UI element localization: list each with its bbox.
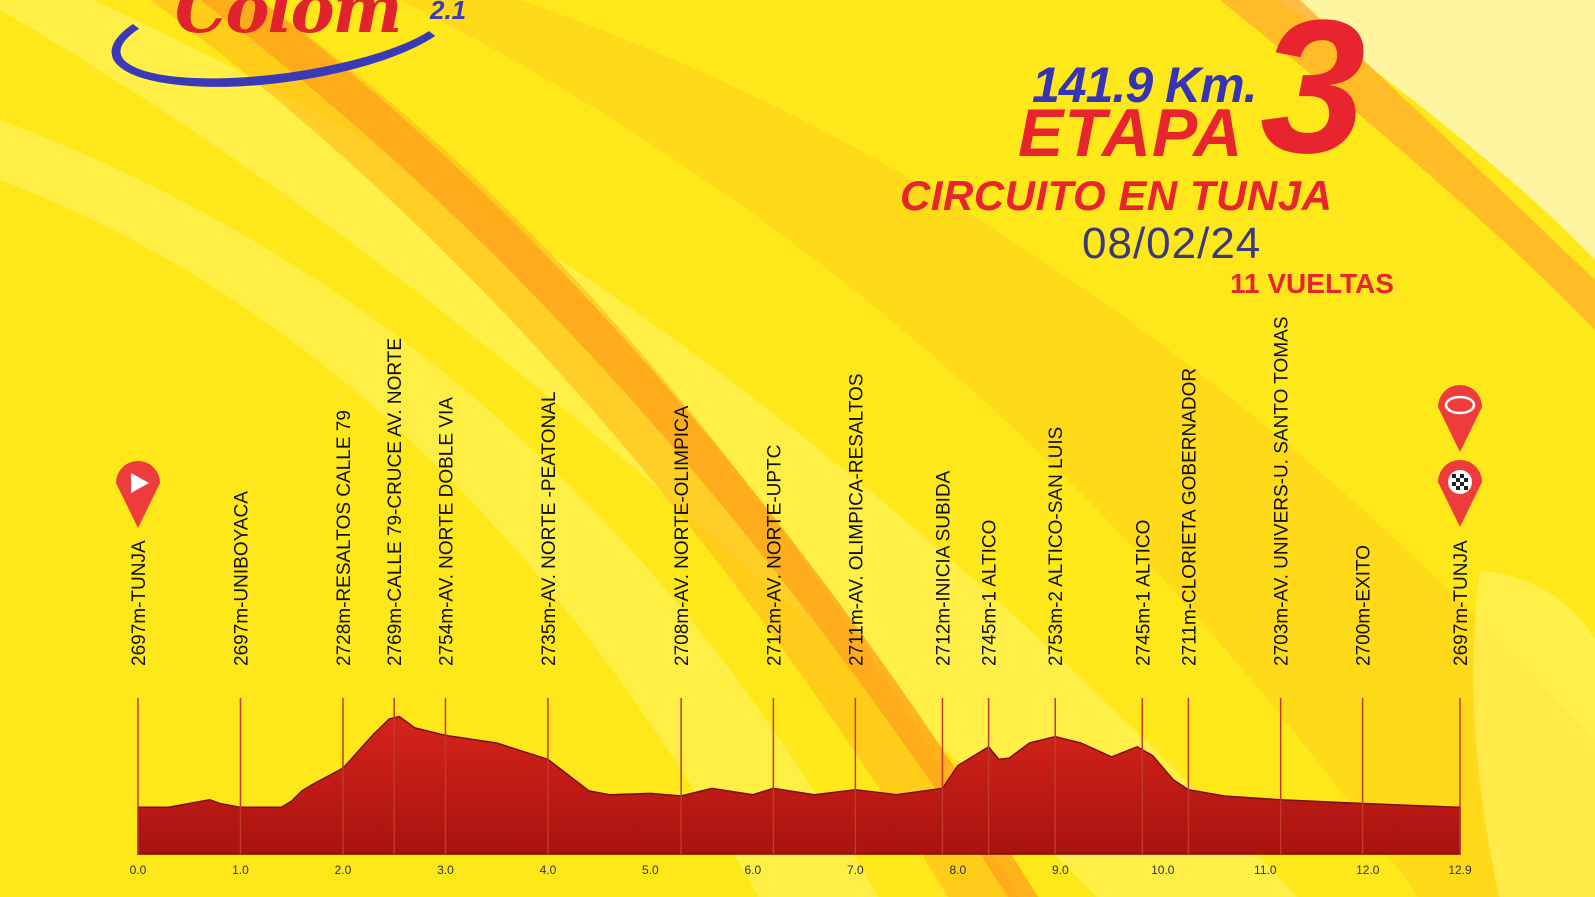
stage-word: ETAPA <box>1018 95 1244 171</box>
start-marker-icon <box>116 461 160 528</box>
waypoint-label: 2700m-EXITO <box>1354 545 1375 666</box>
waypoint-label: 2711m-AV. OLIMPICA-RESALTOS <box>846 374 867 667</box>
x-tick-label: 10.0 <box>1151 863 1175 877</box>
waypoint-label: 2712m-AV. NORTE-UPTC <box>764 445 785 666</box>
stage-date: 08/02/24 <box>1082 219 1262 268</box>
x-tick-label: 7.0 <box>847 863 864 877</box>
x-tick-label: 9.0 <box>1052 863 1069 877</box>
waypoint-label: 2745m-1 ALTICO <box>1133 520 1154 666</box>
stage-distance: 141.9 Km. <box>1032 57 1257 113</box>
x-tick-label: 12.9 <box>1448 863 1472 877</box>
waypoint-label: 2697m-TUNJA <box>129 540 150 666</box>
x-tick-label: 2.0 <box>335 863 352 877</box>
lap-count: 11 VUELTAS <box>1230 268 1394 299</box>
waypoint-label: 2711m-CLORIETA GOBERNADOR <box>1179 368 1200 666</box>
waypoint-label: 2708m-AV. NORTE-OLIMPICA <box>672 405 693 666</box>
x-tick-label: 8.0 <box>950 863 967 877</box>
x-tick-label: 1.0 <box>232 863 249 877</box>
x-tick-label: 0.0 <box>130 863 147 877</box>
waypoint-label: 2703m-AV. UNIVERS-U. SANTO TOMAS <box>1272 317 1293 667</box>
waypoint-label: 2754m-AV. NORTE DOBLE VIA <box>436 397 457 666</box>
waypoint-label: 2769m-CALLE 79-CRUCE AV. NORTE <box>385 338 406 666</box>
x-tick-label: 12.0 <box>1356 863 1380 877</box>
waypoint-label: 2697m-TUNJA <box>1451 540 1472 666</box>
stage-number: 3 <box>1260 0 1366 193</box>
waypoint-label: 2697m-UNIBOYACA <box>231 491 252 666</box>
waypoint-label: 2745m-1 ALTICO <box>980 520 1001 666</box>
brand-logo: Colom 2.1 <box>100 0 500 106</box>
circuit-name: CIRCUITO EN TUNJA <box>900 172 1333 219</box>
waypoint-label: 2728m-RESALTOS CALLE 79 <box>334 410 355 666</box>
waypoint-label: 2753m-2 ALTICO-SAN LUIS <box>1046 427 1067 666</box>
stage-title-block: 3 141.9 Km. ETAPA CIRCUITO EN TUNJA 08/0… <box>900 0 1460 302</box>
x-tick-label: 4.0 <box>540 863 557 877</box>
brand-marker-icon <box>1438 385 1482 452</box>
x-tick-label: 5.0 <box>642 863 659 877</box>
x-tick-label: 11.0 <box>1254 863 1277 877</box>
logo-version: 2.1 <box>430 0 467 25</box>
logo-wordmark: Colom <box>175 0 402 48</box>
waypoint-label: 2735m-AV. NORTE -PEATONAL <box>539 391 560 666</box>
x-tick-label: 6.0 <box>745 863 762 877</box>
waypoint-label: 2712m-INICIA SUBIDA <box>933 470 954 666</box>
elevation-area <box>137 715 1461 855</box>
x-tick-label: 3.0 <box>437 863 454 877</box>
finish-marker-icon <box>1438 460 1482 527</box>
